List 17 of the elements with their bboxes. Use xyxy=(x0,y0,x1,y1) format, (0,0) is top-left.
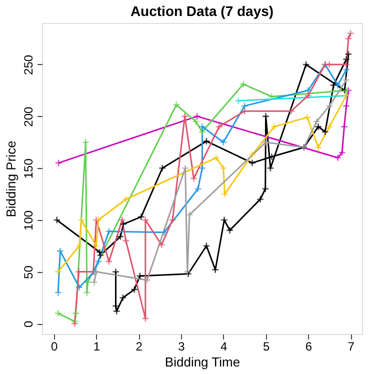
y-axis-title: Bidding Price xyxy=(4,140,18,218)
chart-title: Auction Data (7 days) xyxy=(130,3,274,19)
x-tick-label: 2 xyxy=(136,340,143,354)
y-tick-label: 50 xyxy=(22,265,36,279)
x-tick-label: 1 xyxy=(93,340,100,354)
x-tick-label: 0 xyxy=(51,340,58,354)
y-tick-label: 100 xyxy=(22,210,36,230)
y-tick-label: 200 xyxy=(22,106,36,127)
y-tick-label: 150 xyxy=(22,158,36,179)
x-tick-label: 4 xyxy=(220,340,228,354)
x-tick-label: 3 xyxy=(178,340,186,354)
y-tick-label: 0 xyxy=(22,320,36,328)
x-tick-label: 5 xyxy=(262,340,270,354)
y-tick-label: 250 xyxy=(22,54,36,75)
x-tick-label: 6 xyxy=(305,340,312,354)
x-axis-title: Bidding Time xyxy=(164,354,240,370)
x-tick-label: 7 xyxy=(348,340,355,354)
